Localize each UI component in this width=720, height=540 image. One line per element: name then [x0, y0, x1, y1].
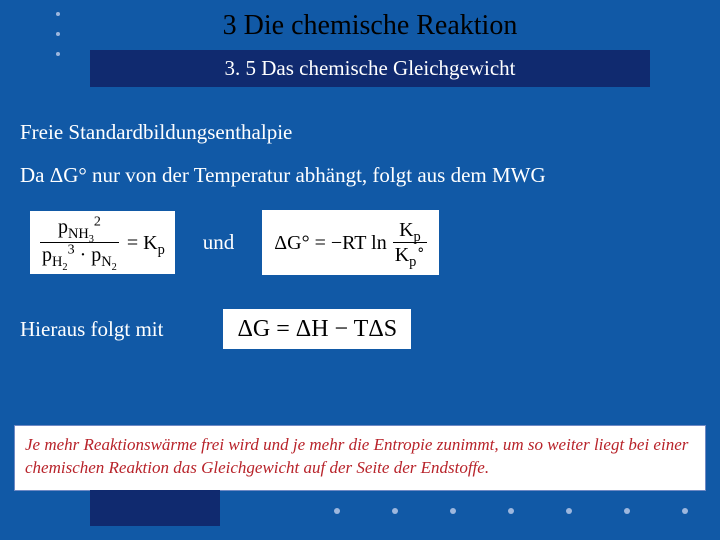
equation-kp: pNH32 pH23 · pN2 = Kp	[30, 211, 175, 274]
heading-line: Freie Standardbildungsenthalpie	[20, 120, 700, 145]
follows-text: Hieraus folgt mit	[20, 317, 163, 342]
eq1-rhs: = Kp	[127, 233, 165, 253]
conclusion-box: Je mehr Reaktionswärme frei wird und je …	[14, 425, 706, 491]
equation-row-1: pNH32 pH23 · pN2 = Kp und ΔG° = −RT ln K…	[30, 210, 700, 275]
top-dot-column	[56, 12, 60, 72]
chapter-title: 3 Die chemische Reaktion	[90, 6, 650, 50]
content-area: Freie Standardbildungsenthalpie Da ΔG° n…	[20, 120, 700, 397]
intro-line: Da ΔG° nur von der Temperatur abhängt, f…	[20, 163, 700, 188]
equation-gibbs: ΔG = ΔH − TΔS	[223, 309, 411, 349]
eq1-numerator: pNH32	[56, 217, 103, 242]
eq2-denominator: Kp∘	[393, 242, 427, 265]
section-subtitle: 3. 5 Das chemische Gleichgewicht	[90, 50, 650, 87]
equation-row-2: Hieraus folgt mit ΔG = ΔH − TΔS	[20, 309, 700, 349]
eq2-numerator: Kp	[397, 220, 423, 242]
header: 3 Die chemische Reaktion 3. 5 Das chemis…	[90, 6, 650, 87]
eq2-lhs: ΔG° = −RT ln	[274, 233, 386, 253]
eq1-denominator: pH23 · pN2	[40, 242, 119, 268]
bottom-dot-row	[334, 508, 688, 514]
equation-deltaG: ΔG° = −RT ln Kp Kp∘	[262, 210, 439, 275]
connector-und: und	[203, 230, 235, 255]
bottom-accent-bar	[90, 490, 220, 526]
conclusion-text: Je mehr Reaktionswärme frei wird und je …	[25, 435, 688, 477]
